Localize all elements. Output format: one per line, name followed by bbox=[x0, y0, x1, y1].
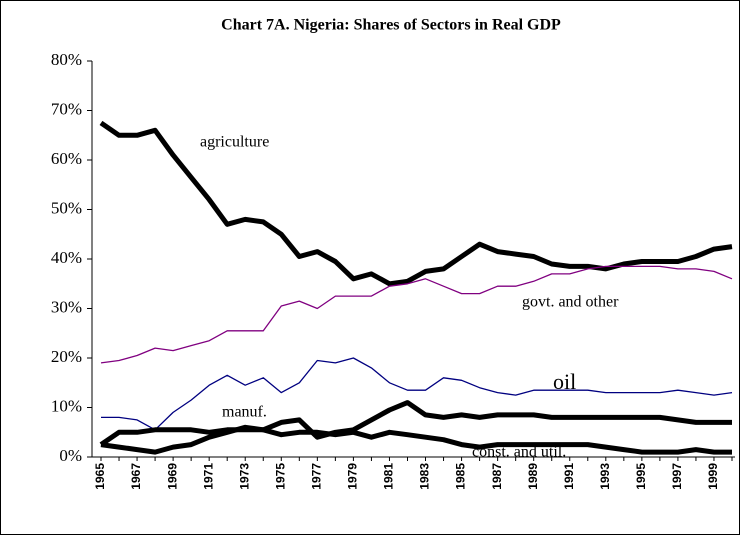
x-tick-label: 1995 bbox=[634, 463, 648, 490]
y-tick-label: 10% bbox=[51, 396, 82, 415]
y-tick-label: 20% bbox=[51, 347, 82, 366]
x-tick-label: 1973 bbox=[237, 463, 251, 490]
x-tick-label: 1965 bbox=[93, 463, 107, 490]
series-label: govt. and other bbox=[522, 294, 619, 311]
y-tick-label: 30% bbox=[51, 297, 82, 316]
y-tick-label: 50% bbox=[51, 198, 82, 217]
x-tick-label: 1993 bbox=[598, 463, 612, 490]
y-tick-label: 60% bbox=[51, 149, 82, 168]
x-tick-label: 1999 bbox=[706, 463, 720, 490]
x-tick-label: 1991 bbox=[562, 463, 576, 490]
y-tick-label: 0% bbox=[59, 446, 82, 465]
series-label: manuf. bbox=[222, 404, 267, 421]
series-label: agriculture bbox=[200, 134, 269, 151]
series-line bbox=[99, 120, 733, 287]
chart-title: Chart 7A. Nigeria: Shares of Sectors in … bbox=[221, 17, 561, 34]
x-tick-label: 1989 bbox=[526, 463, 540, 490]
x-tick-label: 1969 bbox=[165, 463, 179, 490]
x-tick-label: 1985 bbox=[454, 463, 468, 490]
y-tick-label: 40% bbox=[51, 248, 82, 267]
series-label: const. and util. bbox=[472, 444, 566, 461]
x-tick-label: 1987 bbox=[490, 463, 504, 490]
y-tick-label: 80% bbox=[51, 50, 82, 69]
y-tick-label: 70% bbox=[51, 99, 82, 118]
x-tick-label: 1975 bbox=[273, 463, 287, 490]
series-line bbox=[100, 424, 732, 455]
x-tick-label: 1977 bbox=[310, 463, 324, 490]
series-line bbox=[100, 265, 733, 364]
x-tick-label: 1979 bbox=[346, 463, 360, 490]
x-tick-label: 1983 bbox=[418, 463, 432, 490]
series-line bbox=[101, 357, 733, 431]
x-tick-label: 1997 bbox=[670, 463, 684, 490]
series-line bbox=[99, 400, 732, 447]
x-tick-label: 1967 bbox=[129, 463, 143, 490]
x-tick-label: 1981 bbox=[382, 463, 396, 490]
series-label: oil bbox=[553, 369, 576, 394]
x-tick-label: 1971 bbox=[201, 463, 215, 490]
